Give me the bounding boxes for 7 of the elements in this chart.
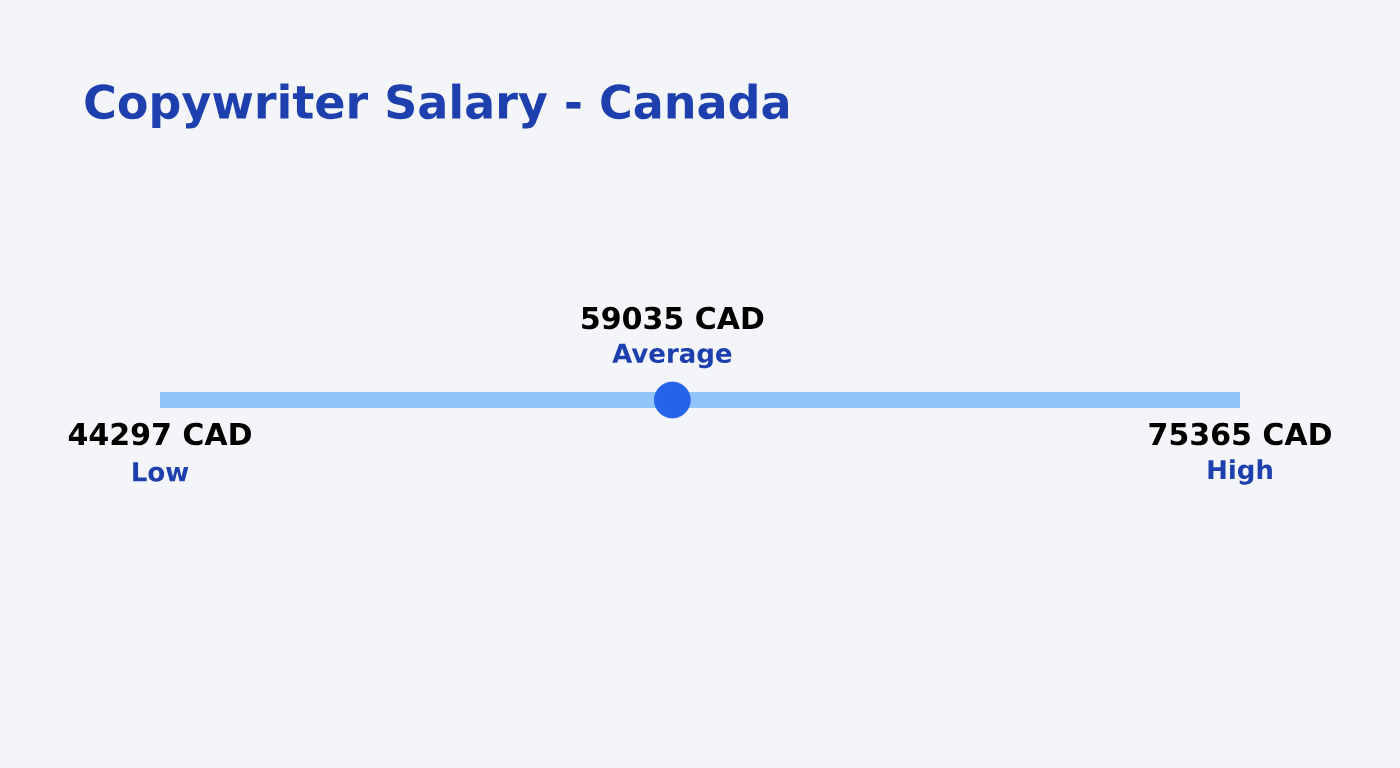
category-label: Average <box>612 343 732 369</box>
data-label: 75365 CAD <box>1149 422 1331 446</box>
category-label: High <box>1208 459 1272 485</box>
data-label: 59035 CAD <box>582 306 764 330</box>
data-label: 44297 CAD <box>68 422 251 446</box>
category-label: Low <box>133 462 189 482</box>
text: Copywriter Salary - Canada <box>85 83 788 129</box>
